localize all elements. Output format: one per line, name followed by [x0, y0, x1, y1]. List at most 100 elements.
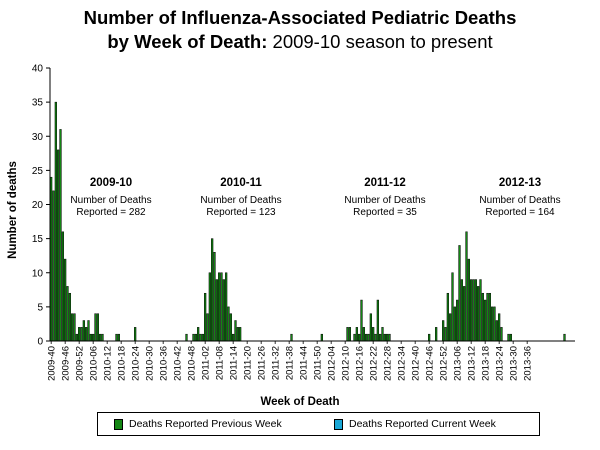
annotation-line1: Number of Deaths	[479, 195, 560, 206]
bar-previous	[365, 333, 368, 342]
bar-previous	[355, 327, 358, 342]
bar-previous	[225, 272, 228, 342]
bar-previous	[194, 333, 197, 342]
bar-previous	[218, 272, 221, 342]
x-tick-label: 2013-12	[467, 346, 478, 381]
bar-previous	[215, 279, 218, 342]
bar-previous	[87, 320, 90, 342]
x-tick-label: 2010-30	[145, 346, 156, 381]
bar-previous	[362, 327, 365, 342]
bar-previous	[66, 286, 69, 342]
bar-previous	[206, 313, 209, 342]
x-tick-label: 2011-20	[243, 346, 254, 380]
bar-previous	[232, 333, 235, 342]
x-tick-label: 2011-44	[299, 346, 310, 380]
bar-previous	[204, 292, 207, 342]
bar-previous	[491, 306, 494, 342]
bar-previous	[64, 258, 67, 342]
bar-previous	[509, 333, 512, 342]
bar-previous	[208, 272, 211, 342]
annotation-line1: Number of Deaths	[70, 195, 151, 206]
x-tick-label: 2012-16	[355, 346, 366, 381]
bar-previous	[185, 333, 188, 342]
bar-previous	[57, 149, 60, 342]
bar-previous	[453, 306, 456, 342]
annotation-season: 2011-12	[364, 177, 406, 189]
bar-previous	[477, 286, 480, 342]
bar-previous	[199, 333, 202, 342]
x-tick-label: 2009-52	[75, 346, 86, 381]
x-tick-label: 2010-18	[117, 346, 128, 381]
bar-previous	[50, 176, 53, 342]
bar-previous	[239, 327, 242, 342]
bar-previous	[479, 279, 482, 342]
x-tick-label: 2012-52	[439, 346, 450, 381]
bar-previous	[52, 190, 55, 342]
bar-previous	[372, 327, 375, 342]
y-tick-label: 5	[37, 302, 43, 313]
chart-title-line2-rest: 2009-10 season to present	[267, 31, 493, 52]
bar-previous	[290, 333, 293, 342]
bar-previous	[320, 333, 323, 342]
x-tick-label: 2011-32	[271, 346, 282, 380]
legend-item-previous: Deaths Reported Previous Week	[114, 418, 282, 430]
bar-previous	[493, 306, 496, 342]
bar-previous	[234, 320, 237, 342]
bar-previous	[201, 333, 204, 342]
x-tick-label: 2013-06	[453, 346, 464, 381]
y-ticks: 0 5 10 15 20 25 30 35 40	[32, 64, 50, 348]
bar-previous	[484, 299, 487, 342]
x-tick-label: 2011-02	[201, 346, 212, 380]
bar-previous	[134, 327, 137, 342]
bar-previous	[435, 327, 438, 342]
bar-previous	[463, 286, 466, 342]
bar-previous	[381, 327, 384, 342]
bar-previous	[89, 333, 92, 342]
legend-item-current: Deaths Reported Current Week	[334, 418, 496, 430]
bar-previous	[498, 313, 501, 342]
bar-previous	[59, 129, 62, 342]
bar-previous	[500, 327, 503, 342]
bar-previous	[358, 333, 361, 342]
bar-previous	[227, 306, 230, 342]
x-tick-label: 2010-24	[131, 346, 142, 381]
bar-previous	[92, 333, 95, 342]
annotation-season: 2010-11	[220, 177, 262, 189]
bar-previous	[470, 279, 473, 342]
bar-previous	[507, 333, 510, 342]
bar-previous	[54, 101, 57, 342]
bar-previous	[456, 299, 459, 342]
bar-previous	[458, 245, 461, 342]
bar-previous	[388, 333, 391, 342]
x-tick-label: 2010-06	[89, 346, 100, 381]
x-tick-label: 2011-08	[215, 346, 226, 380]
bar-previous	[80, 327, 83, 342]
x-tick-label: 2011-14	[229, 346, 240, 380]
bar-previous	[369, 313, 372, 342]
bar-previous	[61, 231, 64, 342]
y-axis-label: Number of deaths	[7, 161, 19, 259]
bar-previous	[460, 279, 463, 342]
annotation-season: 2009-10	[90, 177, 132, 189]
bar-previous	[481, 292, 484, 342]
bar-previous	[444, 327, 447, 342]
bar-previous	[451, 272, 454, 342]
x-tick-label: 2013-18	[481, 346, 492, 381]
annotation-line1: Number of Deaths	[344, 195, 425, 206]
y-tick-label: 35	[32, 98, 44, 109]
x-tick-label: 2011-26	[257, 346, 268, 380]
bar-previous	[379, 333, 382, 342]
legend-swatch-previous	[114, 418, 123, 430]
bar-previous	[348, 327, 351, 342]
bar-previous	[495, 320, 498, 342]
bar-previous	[386, 333, 389, 342]
chart-title: Number of Influenza-Associated Pediatric…	[0, 6, 600, 54]
y-tick-label: 30	[32, 132, 44, 143]
bar-series	[50, 101, 566, 342]
y-tick-label: 20	[32, 200, 44, 211]
bar-previous	[236, 327, 239, 342]
x-tick-label: 2012-34	[397, 346, 408, 381]
bar-previous	[360, 299, 363, 342]
